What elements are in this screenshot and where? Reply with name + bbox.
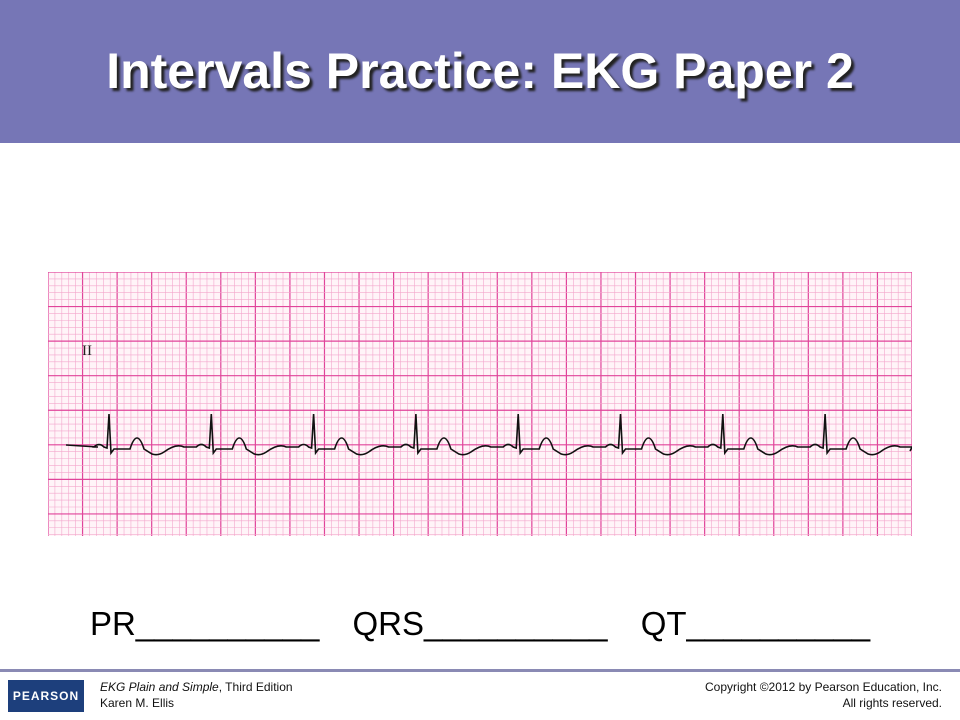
copyright: Copyright ©2012 by Pearson Education, In…	[705, 680, 942, 694]
lead-label: II	[82, 343, 92, 359]
edition: , Third Edition	[218, 680, 293, 694]
fields: PR__________ QRS__________ QT__________	[0, 605, 960, 643]
author: Karen M. Ellis	[100, 696, 175, 710]
qt-field: QT__________	[640, 605, 871, 642]
book-title: EKG Plain and Simple	[100, 680, 219, 694]
rights: All rights reserved.	[842, 696, 942, 710]
footer-left: EKG Plain and Simple, Third Edition Kare…	[100, 679, 293, 711]
footer-rule	[0, 669, 960, 672]
paper	[48, 272, 912, 536]
qrs-field: QRS__________	[352, 605, 608, 642]
ekg-waveform	[65, 413, 912, 456]
header: Intervals Practice: EKG Paper 2	[0, 0, 960, 143]
title: Intervals Practice: EKG Paper 2	[106, 43, 854, 99]
pr-field: PR__________	[89, 605, 320, 642]
logo: PEARSON	[8, 680, 84, 712]
ekg-strip: II	[48, 272, 912, 536]
footer-right: Copyright ©2012 by Pearson Education, In…	[705, 679, 942, 711]
ekg-grid	[48, 272, 912, 536]
